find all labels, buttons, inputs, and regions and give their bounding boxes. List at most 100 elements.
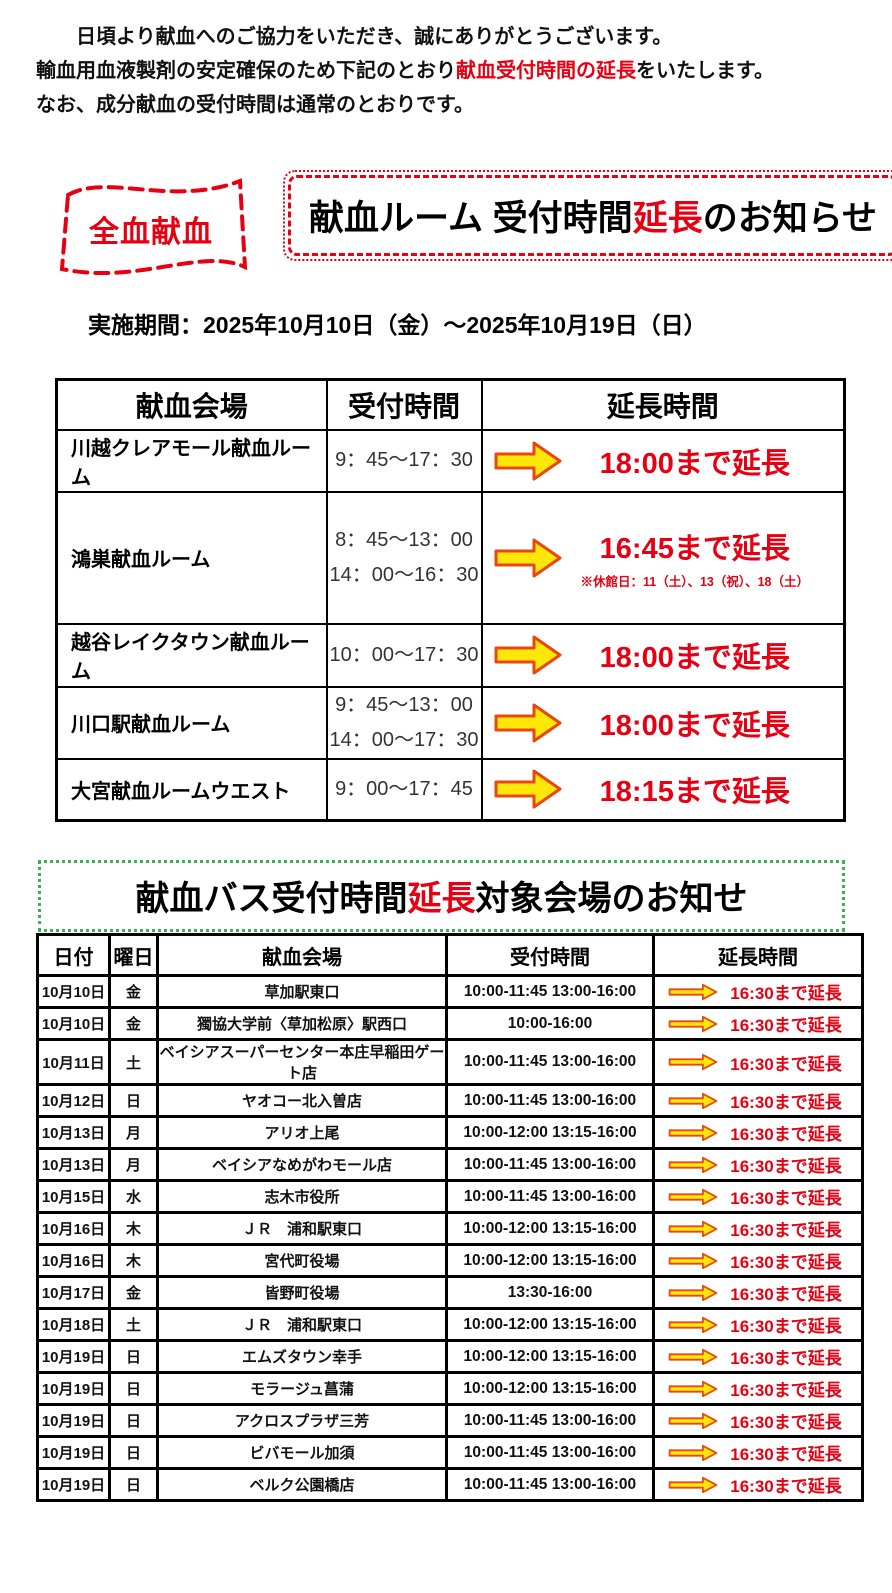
intro-line-1: 日頃より献血へのご協力をいただき、誠にありがとうございます。	[76, 26, 673, 48]
table-row: 川越クレアモール献血ルーム 9：45～17：30 18:00まで延長	[55, 428, 846, 493]
venue-cell: 川越クレアモール献血ルーム	[55, 428, 328, 493]
date-cell: 10月19日	[36, 1435, 111, 1470]
extension-arrow-icon	[668, 1220, 718, 1237]
whole-blood-label: 全血献血	[89, 216, 213, 249]
table-row: 10月10日金草加駅東口 10:00-11:45 13:00-16:00 16:30…	[36, 974, 864, 1009]
extension-text: 18:00まで延長	[599, 642, 790, 674]
extension-texts: 18:00まで延長	[563, 440, 844, 482]
extension-arrow-icon	[668, 1156, 718, 1173]
extension-content: 16:30まで延長	[665, 1120, 861, 1145]
reception-time-cell: 10:00-11:45 13:00-16:00	[445, 1147, 655, 1182]
extension-content: 16:30まで延長	[665, 1152, 861, 1177]
extension-text: 16:30まで延長	[730, 1093, 842, 1112]
room-table-body: 川越クレアモール献血ルーム 9：45～17：30 18:00まで延長 鴻巣献血ルーム 8…	[55, 428, 846, 822]
extension-content: 16:45まで延長 ※休館日：11（土）、13（祝）、18（土）	[483, 525, 844, 590]
extension-content: 16:30まで延長	[665, 1248, 861, 1273]
reception-time-cell: 10:00-12:00 13:15-16:00	[445, 1339, 655, 1374]
table-row: 10月15日水志木市役所 10:00-11:45 13:00-16:00 16:30…	[36, 1179, 864, 1214]
weekday-cell: 木	[108, 1211, 159, 1246]
reception-time-cell: 9：00～17：45	[325, 757, 483, 822]
extension-arrow-icon	[668, 1015, 718, 1032]
column-header: 献血会場	[156, 933, 448, 977]
extension-cell: 16:30まで延長	[652, 1006, 864, 1041]
extension-arrow-icon	[668, 1380, 718, 1397]
extension-content: 16:30まで延長	[665, 1440, 861, 1465]
venue-cell: 皆野町役場	[156, 1275, 448, 1310]
table-row: 10月13日月ベイシアなめがわモール店 10:00-11:45 13:00-16:…	[36, 1147, 864, 1182]
extension-cell: 16:30まで延長	[652, 1147, 864, 1182]
weekday-cell: 金	[108, 1275, 159, 1310]
extension-texts: 18:15まで延長	[563, 768, 844, 810]
table-row: 10月13日月アリオ上尾 10:00-12:00 13:15-16:00 16:30…	[36, 1115, 864, 1150]
weekday-cell: 月	[108, 1115, 159, 1150]
extension-text: 18:00まで延長	[599, 447, 790, 480]
venue-cell: ベルク公園橋店	[156, 1467, 448, 1502]
weekday-cell: 金	[108, 974, 159, 1009]
extension-arrow-icon	[668, 983, 718, 1000]
extension-note: ※休館日：11（土）、13（祝）、18（土）	[580, 575, 810, 589]
date-cell: 10月15日	[36, 1179, 111, 1214]
reception-time-cell: 10:00-12:00 13:15-16:00	[445, 1307, 655, 1342]
extension-content: 16:30まで延長	[665, 1312, 861, 1337]
venue-cell: ヤオコー北入曽店	[156, 1083, 448, 1118]
venue-cell: 志木市役所	[156, 1179, 448, 1214]
extension-content: 16:30まで延長	[665, 1408, 861, 1433]
venue-cell: 鴻巣献血ルーム	[55, 490, 328, 625]
intro-line-3: なお、成分献血の受付時間は通常のとおりです。	[36, 94, 474, 116]
extension-arrow-icon	[668, 1284, 718, 1301]
table-row: 10月19日日エムズタウン幸手 10:00-12:00 13:15-16:00 16…	[36, 1339, 864, 1374]
extension-content: 18:00まで延長	[483, 701, 844, 745]
reception-time-cell: 10:00-16:00	[445, 1006, 655, 1041]
extension-text: 16:30まで延長	[730, 1477, 842, 1496]
column-header: 献血会場	[55, 378, 328, 431]
column-header: 日付	[36, 933, 111, 977]
extension-texts: 18:00まで延長	[563, 634, 844, 676]
weekday-cell: 土	[108, 1038, 159, 1086]
table-row: 10月19日日アクロスプラザ三芳 10:00-11:45 13:00-16:00 1…	[36, 1403, 864, 1438]
venue-cell: 大宮献血ルームウエスト	[55, 757, 328, 822]
intro-line-2: 輸血用血液製剤の安定確保のため下記のとおり献血受付時間の延長をいたします。	[36, 60, 774, 82]
extension-text: 16:30まで延長	[730, 1285, 842, 1304]
weekday-cell: 日	[108, 1403, 159, 1438]
table-row: 鴻巣献血ルーム 8：45～13：00 14：00～16：30 16:45まで延長 ※休館…	[55, 490, 846, 625]
extension-text: 16:30まで延長	[730, 1349, 842, 1368]
extension-text: 16:30まで延長	[730, 1445, 842, 1464]
reception-time-line: 9：45～13：00	[335, 693, 473, 716]
date-cell: 10月13日	[36, 1115, 111, 1150]
room-notice-title: 献血ルーム 受付時間延長のお知らせ	[288, 175, 892, 256]
room-table-header-row: 献血会場 受付時間 延長時間	[55, 378, 846, 431]
weekday-cell: 日	[108, 1371, 159, 1406]
table-row: 10月10日金獨協大学前〈草加松原〉駅西口 10:00-16:00 16:30まで延…	[36, 1006, 864, 1041]
extension-text: 16:30まで延長	[730, 1125, 842, 1144]
extension-arrow-icon	[494, 703, 561, 742]
extension-text: 16:30まで延長	[730, 1016, 842, 1035]
extension-cell: 16:30まで延長	[652, 1275, 864, 1310]
bus-notice-title-box: 献血バス受付時間延長対象会場のお知せ	[38, 860, 845, 932]
venue-cell: ＪＲ 浦和駅東口	[156, 1211, 448, 1246]
extension-cell: 16:30まで延長	[652, 1211, 864, 1246]
reception-time-cell: 10:00-12:00 13:15-16:00	[445, 1243, 655, 1278]
venue-cell: ベイシアなめがわモール店	[156, 1147, 448, 1182]
venue-cell: 草加駅東口	[156, 974, 448, 1009]
extension-cell: 16:45まで延長 ※休館日：11（土）、13（祝）、18（土）	[480, 490, 846, 625]
intro-paragraph: 日頃より献血へのご協力をいただき、誠にありがとうございます。 輸血用血液製剤の安…	[36, 20, 866, 122]
column-header: 延長時間	[480, 378, 846, 431]
extension-cell: 16:30まで延長	[652, 1083, 864, 1118]
room-table: 献血会場 受付時間 延長時間 川越クレアモール献血ルーム 9：45～17：30 18:0…	[55, 378, 846, 822]
weekday-cell: 土	[108, 1307, 159, 1342]
weekday-cell: 水	[108, 1179, 159, 1214]
reception-time-cell: 10:00-11:45 13:00-16:00	[445, 1179, 655, 1214]
venue-cell: エムズタウン幸手	[156, 1339, 448, 1374]
extension-cell: 18:00まで延長	[480, 428, 846, 493]
extension-content: 18:00まで延長	[483, 633, 844, 677]
extension-texts: 16:45まで延長 ※休館日：11（土）、13（祝）、18（土）	[563, 525, 844, 590]
whole-blood-flag-badge: 全血献血	[52, 163, 250, 285]
reception-time-cell: 8：45～13：00 14：00～16：30	[325, 490, 483, 625]
venue-cell: 獨協大学前〈草加松原〉駅西口	[156, 1006, 448, 1041]
extension-text: 16:45まで延長	[599, 533, 790, 565]
reception-time-cell: 13:30-16:00	[445, 1275, 655, 1310]
extension-cell: 18:00まで延長	[480, 685, 846, 760]
table-row: 10月18日土 ＪＲ 浦和駅東口 10:00-12:00 13:15-16:00 16…	[36, 1307, 864, 1342]
bus-title-highlight: 延長	[407, 880, 476, 918]
weekday-cell: 月	[108, 1147, 159, 1182]
